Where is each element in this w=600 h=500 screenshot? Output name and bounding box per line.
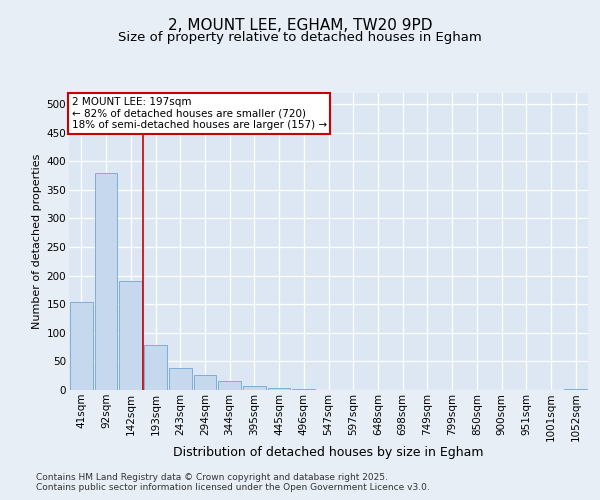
Bar	[268, 388, 290, 390]
Text: 2, MOUNT LEE, EGHAM, TW20 9PD: 2, MOUNT LEE, EGHAM, TW20 9PD	[168, 18, 432, 32]
Bar	[144, 346, 167, 390]
Bar	[169, 368, 191, 390]
Y-axis label: Number of detached properties: Number of detached properties	[32, 154, 43, 329]
Text: Contains HM Land Registry data © Crown copyright and database right 2025.
Contai: Contains HM Land Registry data © Crown c…	[36, 472, 430, 492]
Text: 2 MOUNT LEE: 197sqm
← 82% of detached houses are smaller (720)
18% of semi-detac: 2 MOUNT LEE: 197sqm ← 82% of detached ho…	[71, 97, 327, 130]
Bar	[194, 375, 216, 390]
Text: Size of property relative to detached houses in Egham: Size of property relative to detached ho…	[118, 31, 482, 44]
Bar	[119, 280, 142, 390]
Bar	[243, 386, 266, 390]
X-axis label: Distribution of detached houses by size in Egham: Distribution of detached houses by size …	[173, 446, 484, 458]
Bar	[70, 302, 93, 390]
Bar	[564, 389, 587, 390]
Bar	[218, 381, 241, 390]
Bar	[95, 172, 118, 390]
